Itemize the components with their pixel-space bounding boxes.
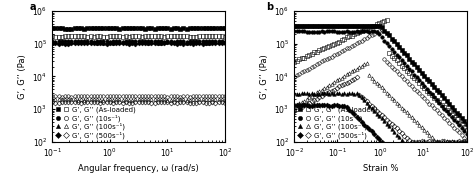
Text: b: b [266,2,273,12]
Y-axis label: G’, G’’ (Pa): G’, G’’ (Pa) [18,54,27,99]
Y-axis label: G’, G’’ (Pa): G’, G’’ (Pa) [260,54,269,99]
Legend: G’, G’’ (As-loaded), G’, G’’ (10s⁻¹), G’, G’’ (100s⁻¹), G’, G’’ (500s⁻¹): G’, G’’ (As-loaded), G’, G’’ (10s⁻¹), G’… [296,106,379,140]
X-axis label: Angular frequency, ω (rad/s): Angular frequency, ω (rad/s) [78,164,199,174]
Text: a: a [30,2,36,12]
X-axis label: Strain %: Strain % [363,164,398,174]
Legend: G’, G’’ (As-loaded), G’, G’’ (10s⁻¹), G’, G’’ (100s⁻¹), G’, G’’ (500s⁻¹): G’, G’’ (As-loaded), G’, G’’ (10s⁻¹), G’… [54,106,137,140]
